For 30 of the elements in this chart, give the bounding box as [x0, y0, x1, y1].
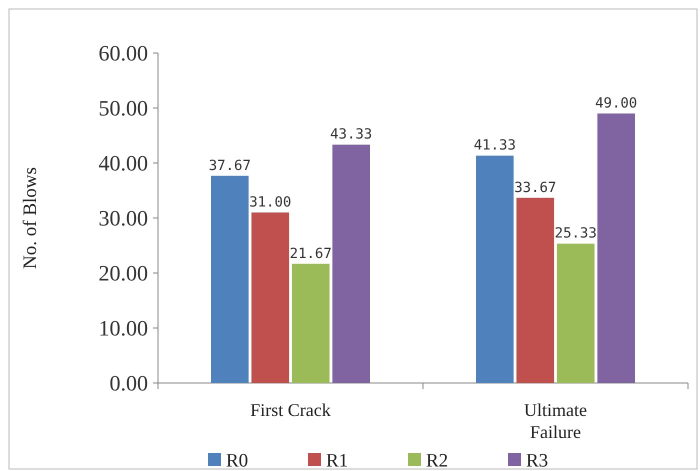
legend-label: R3: [526, 450, 548, 471]
y-tick-label: 60.00: [98, 40, 148, 66]
bar: [556, 244, 595, 383]
legend-label: R1: [326, 450, 348, 471]
bar: [211, 176, 249, 383]
legend-label: R2: [426, 450, 448, 471]
data-label: 21.67: [290, 246, 332, 262]
bar: [597, 114, 635, 383]
bar: [476, 156, 514, 383]
data-label: 41.33: [474, 138, 516, 154]
data-label: 31.00: [249, 194, 292, 210]
bar: [332, 144, 370, 383]
y-tick-label: 0.00: [110, 370, 148, 396]
legend-label: R0: [226, 450, 248, 471]
x-tick-label: Ultimate Failure: [524, 400, 587, 442]
data-label: 25.33: [554, 226, 597, 242]
data-label: 43.33: [330, 126, 372, 143]
x-tick-label: First Crack: [250, 400, 331, 420]
y-tick-label: 40.00: [98, 150, 148, 176]
data-label: 33.67: [514, 180, 556, 196]
bar: [516, 198, 554, 383]
data-label: 49.00: [595, 96, 638, 112]
y-tick-label: 50.00: [98, 96, 148, 121]
y-tick-label: 10.00: [98, 316, 148, 341]
data-label: 37.67: [208, 158, 251, 174]
y-tick-label: 30.00: [98, 206, 148, 231]
bar: [292, 264, 330, 383]
y-axis-title: No. of Blows: [20, 167, 41, 269]
bar: [251, 212, 290, 383]
y-tick-label: 20.00: [98, 260, 148, 286]
